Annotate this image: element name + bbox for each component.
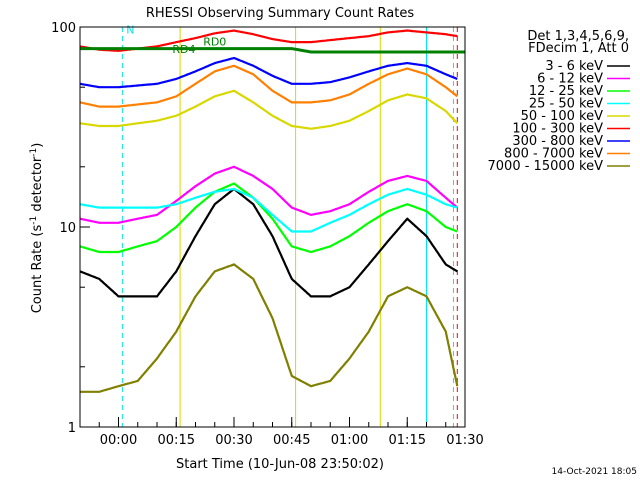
series-line-25-50-kev	[79, 187, 458, 233]
legend-label-7000-15000-kev: 7000 - 15000 keV	[488, 159, 604, 174]
timestamp: 14-Oct-2021 18:05	[552, 467, 637, 477]
legend-label-100-300-kev: 100 - 300 keV	[512, 122, 603, 137]
legend-label-25-50-kev: 25 - 50 keV	[529, 97, 603, 112]
x-tick-label-01-30: 01:30	[446, 433, 483, 448]
y-tick-label-100: 100	[51, 21, 76, 36]
legend: Det 1,3,4,5,6,9, FDecim 1, Att 0 3 - 6 k…	[488, 29, 630, 174]
series-line-7000-15000-kev	[79, 263, 459, 393]
legend-label-50-100-kev: 50 - 100 keV	[521, 109, 604, 124]
annotations: N RD4 RD0	[126, 23, 226, 56]
x-tick-label-00-30: 00:30	[215, 433, 252, 448]
x-tick-label-01-15: 01:15	[389, 433, 426, 448]
series-line-3-6-kev	[79, 187, 458, 298]
series-line-800-7000-kev	[79, 64, 459, 108]
axis-ticks: 100 10 1 00:00 00:15 00:30 00:45 01:00 01:15 01:3…	[51, 21, 484, 448]
series-group	[79, 29, 465, 393]
legend-label-800-7000-kev: 800 - 7000 keV	[504, 147, 603, 162]
y-axis-label-mid: detector	[30, 156, 45, 216]
series-line-12-25-kev	[79, 182, 458, 254]
annotation-rd0: RD0	[203, 35, 226, 48]
y-axis-label-main: Count Rate (s	[30, 225, 45, 314]
y-axis-label-exp1: -1	[29, 216, 39, 225]
series-line-status-9	[80, 47, 465, 54]
legend-label-12-25-kev: 12 - 25 keV	[529, 84, 603, 99]
y-tick-label-10: 10	[59, 221, 76, 236]
legend-label-6-12-kev: 6 - 12 keV	[537, 72, 603, 87]
legend-header-1: Det 1,3,4,5,6,9,	[527, 29, 629, 44]
series-line-6-12-kev	[79, 165, 459, 224]
series-line-300-800-kev	[79, 56, 458, 89]
legend-label-3-6-kev: 3 - 6 keV	[545, 59, 603, 74]
y-axis-label-exp2: -1	[29, 148, 39, 157]
annotation-n: N	[126, 23, 134, 36]
y-axis-label: Count Rate (s-1 detector-1)	[29, 143, 45, 314]
y-axis-label-close: )	[30, 143, 45, 148]
x-tick-label-01-00: 01:00	[331, 433, 368, 448]
legend-label-300-800-kev: 300 - 800 keV	[512, 134, 603, 149]
x-tick-label-00-00: 00:00	[100, 433, 137, 448]
x-tick-label-00-45: 00:45	[273, 433, 310, 448]
x-tick-label-00-15: 00:15	[158, 433, 195, 448]
plot-frame	[79, 26, 466, 428]
chart-title: RHESSI Observing Summary Count Rates	[146, 6, 415, 21]
annotation-rd4: RD4	[172, 43, 195, 56]
y-tick-label-1: 1	[68, 421, 76, 436]
series-line-50-100-kev	[79, 89, 459, 130]
x-axis-label: Start Time (10-Jun-08 23:50:02)	[176, 457, 384, 472]
legend-header-2: FDecim 1, Att 0	[528, 41, 629, 56]
